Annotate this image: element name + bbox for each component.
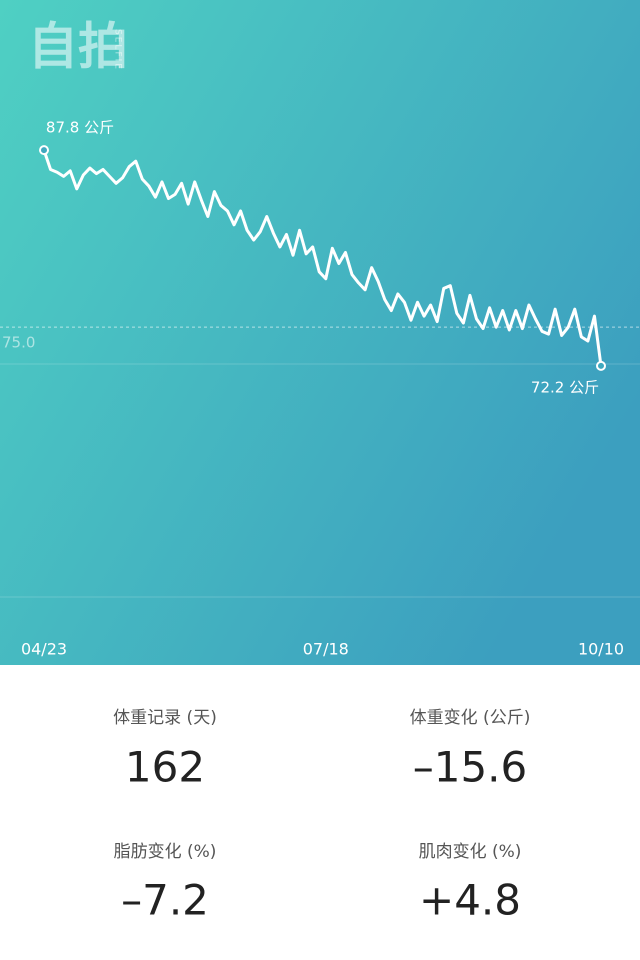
weight-line [42,149,603,367]
stat-label: 肌肉变化 (%) [419,842,522,862]
logo-sub: SELFIE [113,29,123,71]
stat-value: –7.2 [121,876,209,925]
point-label: 87.8 公斤 [46,119,114,137]
x-tick-label: 07/18 [303,640,349,659]
x-tick-label: 04/23 [21,640,67,659]
stat-label: 体重记录 (天) [113,708,217,728]
chart-background [0,0,640,665]
end-point [596,360,606,371]
point-label: 72.2 公斤 [531,378,599,396]
stat-label: 脂肪变化 (%) [114,842,217,862]
stat-value: –15.6 [413,743,528,792]
y-tick-label: 75.0 [2,334,35,352]
stat-label: 体重变化 (公斤) [410,708,531,728]
stat-value: 162 [125,743,205,792]
x-tick-label: 10/10 [578,640,624,659]
chart: 75.0 04/23 07/18 10/10 87.8 公斤 72.2 公斤 [0,119,640,659]
logo: 自拍 [28,18,128,76]
stats: 体重记录 (天) 162 体重变化 (公斤) –15.6 脂肪变化 (%) –7.2 肌肉变… [113,708,530,925]
end-point [39,145,49,156]
stat-value: +4.8 [419,876,521,925]
